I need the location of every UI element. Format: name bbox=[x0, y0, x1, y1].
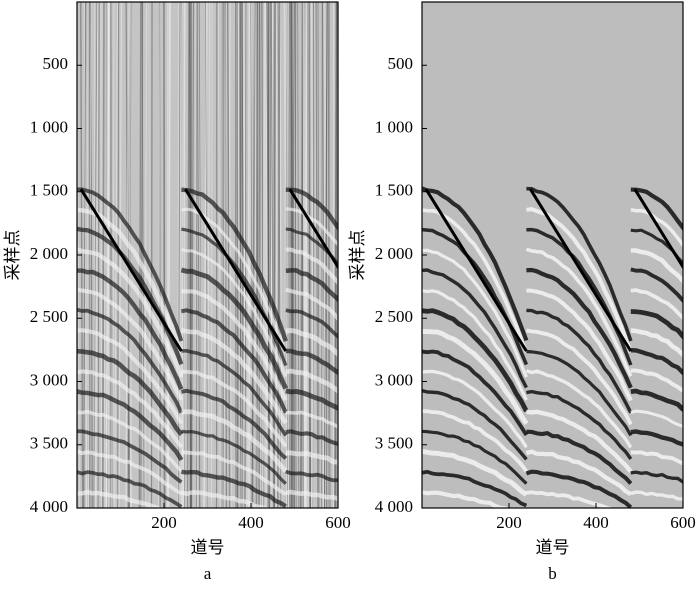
x-axis-label: 道号 bbox=[536, 538, 570, 558]
y-tick-label: 3 000 bbox=[375, 370, 413, 389]
panel-label: a bbox=[204, 564, 212, 583]
y-tick-label: 2 500 bbox=[30, 307, 68, 326]
y-tick-label: 1 500 bbox=[30, 181, 68, 200]
seismic-image bbox=[422, 2, 700, 518]
y-tick-label: 4 000 bbox=[375, 497, 413, 516]
y-tick-label: 1 500 bbox=[375, 181, 413, 200]
x-tick-label: 200 bbox=[496, 513, 522, 532]
y-tick-label: 2 000 bbox=[375, 244, 413, 263]
x-tick-label: 600 bbox=[325, 513, 351, 532]
y-tick-label: 2 500 bbox=[375, 307, 413, 326]
y-axis-label: 采样点 bbox=[3, 230, 23, 281]
noise-trace bbox=[151, 2, 152, 508]
x-tick-label: 400 bbox=[583, 513, 609, 532]
muted-zone bbox=[631, 2, 700, 113]
noise-trace bbox=[259, 2, 260, 508]
y-axis-label: 采样点 bbox=[348, 230, 368, 281]
muted-zone bbox=[526, 2, 630, 113]
panel-label: b bbox=[548, 564, 557, 583]
x-tick-label: 600 bbox=[670, 513, 696, 532]
y-tick-label: 1 000 bbox=[30, 117, 68, 136]
y-tick-label: 4 000 bbox=[30, 497, 68, 516]
y-tick-label: 1 000 bbox=[375, 117, 413, 136]
muted-zone bbox=[422, 2, 526, 113]
x-tick-label: 200 bbox=[151, 513, 177, 532]
y-tick-label: 3 000 bbox=[30, 370, 68, 389]
y-tick-label: 500 bbox=[43, 54, 69, 73]
y-tick-label: 500 bbox=[388, 54, 414, 73]
y-tick-label: 3 500 bbox=[30, 434, 68, 453]
x-tick-label: 400 bbox=[238, 513, 264, 532]
x-axis-label: 道号 bbox=[191, 538, 225, 558]
y-tick-label: 2 000 bbox=[30, 244, 68, 263]
seismic-image bbox=[75, 2, 390, 519]
y-tick-label: 3 500 bbox=[375, 434, 413, 453]
noise-trace bbox=[164, 2, 165, 508]
